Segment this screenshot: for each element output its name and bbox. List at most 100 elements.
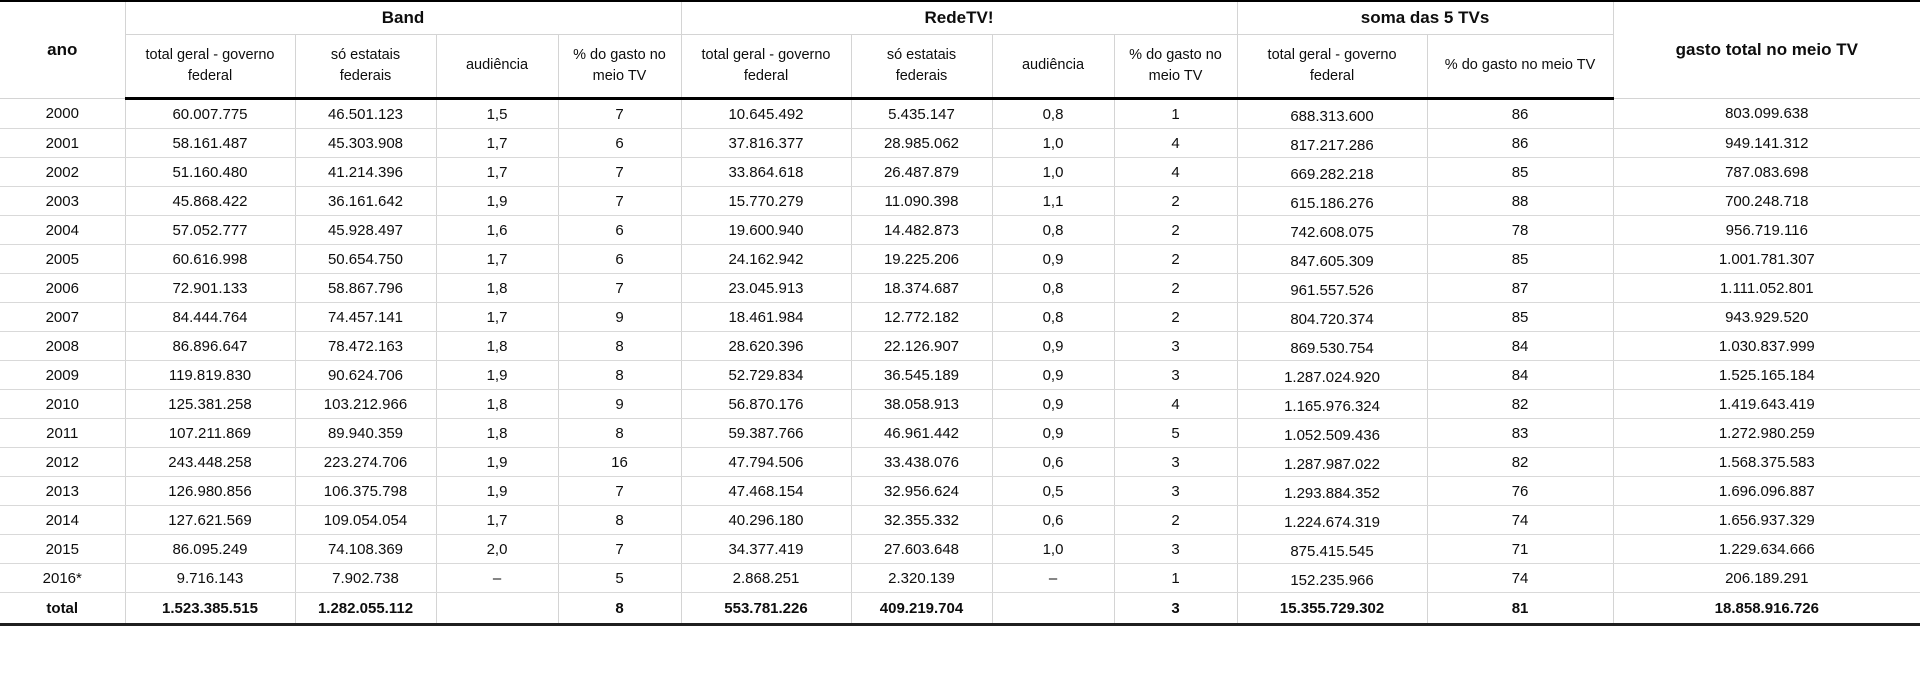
table-cell: 1.696.096.887	[1613, 476, 1920, 506]
table-cell: 700.248.718	[1613, 186, 1920, 216]
table-row: 2004 57.052.777 45.928.497 1,6 6 19.600.940 14…	[0, 215, 1920, 245]
table-cell: 2.320.139	[851, 563, 993, 593]
table-cell: 2.868.251	[681, 563, 852, 593]
table-cell: 85	[1427, 302, 1614, 332]
table-cell: 84.444.764	[125, 302, 296, 332]
sub-header-row: total geral - governo federal só estatai…	[0, 34, 1920, 100]
tv-spending-table: ano Band RedeTV! soma das 5 TVs gasto to…	[0, 0, 1920, 626]
year-cell: 2011	[0, 418, 126, 448]
year-cell: 2014	[0, 505, 126, 535]
soma-pct-gasto-header: % do gasto no meio TV	[1427, 34, 1614, 100]
table-row: 2007 84.444.764 74.457.141 1,7 9 18.461.984 12…	[0, 302, 1920, 332]
table-cell: 45.868.422	[125, 186, 296, 216]
table-cell: 1,0	[992, 157, 1115, 187]
table-row: 2006 72.901.133 58.867.796 1,8 7 23.045.913 18…	[0, 273, 1920, 303]
table-cell: 86	[1427, 128, 1614, 158]
table-cell: 817.217.286	[1237, 128, 1428, 158]
table-row: 2001 58.161.487 45.303.908 1,7 6 37.816.377 28…	[0, 128, 1920, 158]
table-cell: 19.600.940	[681, 215, 852, 245]
table-cell: 22.126.907	[851, 331, 993, 361]
table-cell: 1.165.976.324	[1237, 389, 1428, 419]
table-cell: 106.375.798	[295, 476, 437, 506]
year-cell: 2002	[0, 157, 126, 187]
table-cell: 0,9	[992, 360, 1115, 390]
table-cell: 125.381.258	[125, 389, 296, 419]
group-header-row: ano Band RedeTV! soma das 5 TVs gasto to…	[0, 1, 1920, 99]
table-cell: 74	[1427, 505, 1614, 535]
year-cell: 2006	[0, 273, 126, 303]
table-cell: 223.274.706	[295, 447, 437, 477]
table-cell: 87	[1427, 273, 1614, 303]
table-cell: 1,8	[436, 273, 559, 303]
table-cell: 1,7	[436, 302, 559, 332]
table-cell: 1,9	[436, 360, 559, 390]
table-cell: 33.864.618	[681, 157, 852, 187]
table-cell: 1,7	[436, 128, 559, 158]
table-cell: 33.438.076	[851, 447, 993, 477]
table-cell: 52.729.834	[681, 360, 852, 390]
table-cell: 6	[558, 128, 682, 158]
table-cell: 3	[1114, 360, 1238, 390]
table-cell: 875.415.545	[1237, 534, 1428, 564]
table-cell: 1.111.052.801	[1613, 273, 1920, 303]
table-row: 2000 60.007.775 46.501.123 1,5 7 10.645.492 5.…	[0, 98, 1920, 129]
table-cell: 2	[1114, 215, 1238, 245]
table-cell: 0,6	[992, 447, 1115, 477]
table-cell: 1.656.937.329	[1613, 505, 1920, 535]
table-cell: 32.355.332	[851, 505, 993, 535]
table-cell: 1.293.884.352	[1237, 476, 1428, 506]
table-cell: 7	[558, 98, 682, 129]
table-cell: 1,9	[436, 186, 559, 216]
table-cell: 8	[558, 505, 682, 535]
table-cell: 16	[558, 447, 682, 477]
table-cell: 1.224.674.319	[1237, 505, 1428, 535]
table-cell: 787.083.698	[1613, 157, 1920, 187]
table-cell: 11.090.398	[851, 186, 993, 216]
band-pct-gasto-header: % do gasto no meio TV	[558, 34, 682, 100]
table-cell: 18.461.984	[681, 302, 852, 332]
table-cell: 615.186.276	[1237, 186, 1428, 216]
table-cell: 553.781.226	[681, 592, 852, 626]
year-cell: 2003	[0, 186, 126, 216]
redetv-audiencia-header: audiência	[992, 34, 1115, 100]
year-cell: total	[0, 592, 126, 626]
table-cell: 847.605.309	[1237, 244, 1428, 274]
table-cell: 74.457.141	[295, 302, 437, 332]
table-cell: 7.902.738	[295, 563, 437, 593]
table-cell: 804.720.374	[1237, 302, 1428, 332]
table-cell: 243.448.258	[125, 447, 296, 477]
table-cell: 126.980.856	[125, 476, 296, 506]
table-cell: 71	[1427, 534, 1614, 564]
table-cell: 27.603.648	[851, 534, 993, 564]
table-cell: 85	[1427, 157, 1614, 187]
table-cell: 60.616.998	[125, 244, 296, 274]
table-cell: 7	[558, 534, 682, 564]
redetv-pct-gasto-header: % do gasto no meio TV	[1114, 34, 1238, 100]
table-row: 2015 86.095.249 74.108.369 2,0 7 34.377.419 27…	[0, 534, 1920, 564]
table-cell: 2	[1114, 273, 1238, 303]
table-cell: 78	[1427, 215, 1614, 245]
table-cell: 669.282.218	[1237, 157, 1428, 187]
table-row: 2005 60.616.998 50.654.750 1,7 6 24.162.942 19…	[0, 244, 1920, 274]
table-cell: 81	[1427, 592, 1614, 626]
table-cell: 45.303.908	[295, 128, 437, 158]
table-cell: 36.545.189	[851, 360, 993, 390]
table-cell: 1.568.375.583	[1613, 447, 1920, 477]
table-cell: 12.772.182	[851, 302, 993, 332]
table-cell: 5	[1114, 418, 1238, 448]
table-cell: 1.287.024.920	[1237, 360, 1428, 390]
table-cell: 1.001.781.307	[1613, 244, 1920, 274]
table-cell: 90.624.706	[295, 360, 437, 390]
table-cell: 58.161.487	[125, 128, 296, 158]
year-cell: 2007	[0, 302, 126, 332]
redetv-total-geral-header: total geral - governo federal	[681, 34, 852, 100]
table-row: 2003 45.868.422 36.161.642 1,9 7 15.770.279 11…	[0, 186, 1920, 216]
table-cell: 1,8	[436, 331, 559, 361]
table-cell: 0,9	[992, 418, 1115, 448]
table-cell: 1.272.980.259	[1613, 418, 1920, 448]
table-cell: 23.045.913	[681, 273, 852, 303]
table-cell: 8	[558, 418, 682, 448]
table-row: 2016* 9.716.143 7.902.738–5 2.868.251 2.320.…	[0, 563, 1920, 593]
table-cell: 0,8	[992, 302, 1115, 332]
table-row: 2014 127.621.569 109.054.054 1,7 8 40.296.180…	[0, 505, 1920, 535]
